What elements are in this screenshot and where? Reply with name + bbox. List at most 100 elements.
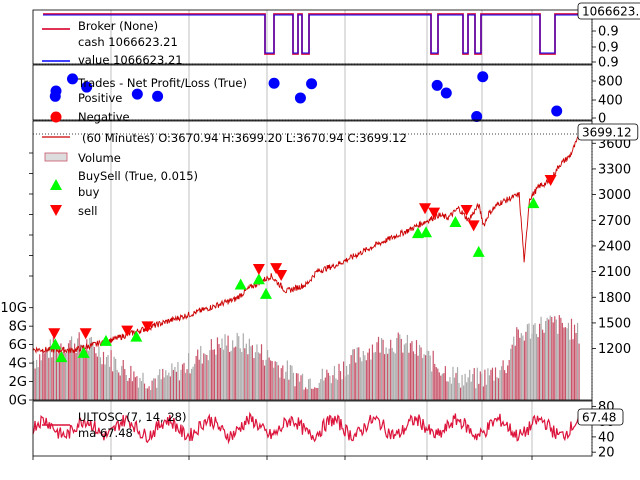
volume-bar (314, 387, 316, 400)
volume-bar (239, 348, 241, 400)
volume-bar (294, 386, 296, 400)
volume-bar (146, 388, 149, 400)
volume-bar (312, 388, 314, 400)
price-tick-label: 3000 (598, 188, 631, 203)
volume-bar (564, 327, 567, 400)
panel-frame-price (32, 120, 593, 401)
volume-bar (339, 371, 342, 400)
volume-bar (166, 375, 168, 400)
volume-bar (485, 384, 487, 400)
volume-bar (90, 336, 92, 400)
volume-bar (469, 369, 471, 400)
volume-bar (286, 360, 288, 400)
volume-bar (183, 362, 185, 400)
volume-bar (52, 337, 54, 400)
buy-marker (472, 245, 485, 257)
volume-bar (238, 336, 240, 400)
price-tick-label: 2400 (598, 239, 631, 254)
legend-ultosc-ma: ma 67.48 (78, 426, 133, 440)
trade-positive-point (306, 78, 318, 90)
volume-bar (370, 359, 372, 400)
price-last-value-text: 3699.12 (582, 126, 632, 140)
volume-bar (218, 344, 220, 400)
volume-bar (573, 324, 576, 400)
volume-bar (66, 348, 68, 400)
volume-bar (406, 334, 408, 400)
volume-bar (315, 387, 317, 400)
volume-bar (390, 339, 392, 400)
volume-bar (575, 333, 577, 400)
volume-bar (225, 345, 228, 400)
volume-bar (262, 360, 264, 400)
volume-bar (118, 372, 120, 400)
volume-bar (488, 375, 491, 400)
volume-bar (219, 347, 222, 400)
volume-bar (423, 354, 425, 400)
volume-bar (224, 334, 226, 400)
volume-bar (64, 352, 67, 400)
sell-marker (121, 325, 134, 337)
price-tick-label: 2100 (598, 265, 631, 280)
sell-marker (141, 321, 154, 333)
volume-bar (344, 376, 346, 400)
volume-bar (280, 368, 282, 400)
ultosc-tick-label: 40 (598, 430, 615, 445)
volume-bar (497, 378, 500, 400)
buy-marker (252, 273, 265, 285)
volume-bar (400, 338, 402, 400)
volume-bar (405, 343, 407, 400)
volume-bar (304, 387, 307, 400)
volume-bar (534, 323, 536, 400)
volume-bar (324, 377, 326, 400)
volume-bar (253, 358, 255, 400)
volume-bar (259, 353, 261, 400)
volume-bar (127, 380, 129, 400)
volume-bar (367, 352, 369, 400)
volume-bar (383, 354, 386, 400)
volume-bar (308, 379, 310, 400)
volume-bar (251, 345, 253, 400)
trade-positive-point (294, 92, 306, 104)
volume-bar (482, 386, 484, 400)
volume-bar (552, 322, 554, 400)
volume-bar (449, 377, 451, 400)
volume-bar (567, 322, 570, 400)
volume-tick-label: 8G (9, 320, 27, 335)
volume-bar (394, 353, 396, 400)
volume-bar (371, 344, 374, 400)
volume-bar (330, 383, 333, 400)
volume-bar (300, 375, 302, 400)
volume-bar (265, 359, 267, 400)
volume-bar (200, 345, 202, 400)
volume-bar (279, 377, 281, 400)
volume-bar (540, 316, 542, 400)
volume-bar (101, 364, 103, 400)
volume-bar (444, 366, 446, 400)
trade-positive-point (471, 110, 483, 122)
volume-bar (508, 359, 510, 400)
volume-bar (532, 324, 535, 400)
trade-positive-point (477, 71, 489, 83)
trades-tick-label: 800 (598, 75, 623, 90)
volume-bar (359, 357, 361, 400)
volume-bar (382, 339, 384, 400)
volume-bar (61, 351, 64, 400)
volume-bar (58, 346, 61, 400)
buy-marker (49, 338, 62, 350)
volume-bar (233, 347, 235, 400)
volume-bar (227, 335, 229, 400)
volume-bar (207, 360, 209, 400)
volume-bar (443, 373, 445, 400)
volume-bar (570, 318, 573, 400)
volume-bar (420, 347, 422, 400)
legend-volume-swatch (44, 152, 68, 162)
volume-bar (531, 333, 533, 400)
volume-bar (245, 343, 247, 400)
volume-bar (358, 347, 360, 400)
volume-bar (364, 355, 366, 400)
volume-bar (81, 344, 83, 400)
volume-bar (566, 328, 568, 400)
volume-bar (528, 323, 530, 400)
volume-bar (143, 383, 146, 400)
volume-bar (74, 343, 76, 400)
